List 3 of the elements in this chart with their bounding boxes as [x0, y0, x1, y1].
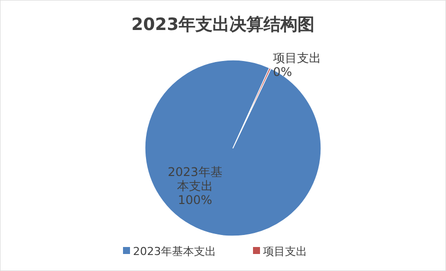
legend-label: 2023年基本支出: [133, 245, 216, 258]
title: 2023年支出决算结构图: [131, 15, 315, 35]
legend-label: 项目支出: [263, 245, 307, 258]
